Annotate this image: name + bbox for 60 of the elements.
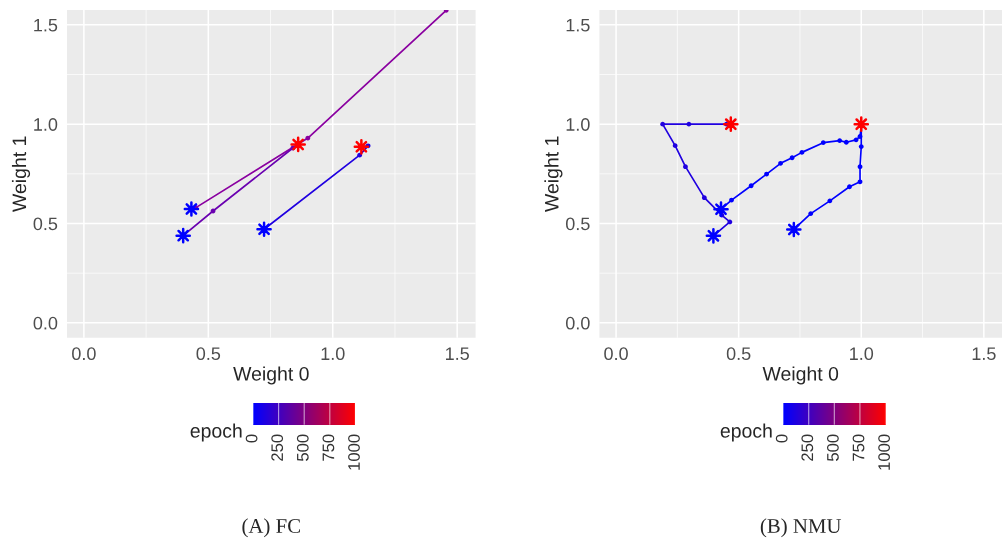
x-tick-label: 1.0 <box>321 347 345 361</box>
y-tick-label: 0.5 <box>565 217 590 231</box>
x-tick-label: 0.5 <box>196 347 221 361</box>
point <box>837 138 843 144</box>
point <box>672 143 678 149</box>
point <box>789 155 795 161</box>
x-tick-label: 1.5 <box>972 347 996 361</box>
color-bar-label: 500 <box>827 434 839 461</box>
point <box>722 116 739 133</box>
y-tick-label: 0.5 <box>33 217 58 231</box>
point <box>748 183 754 189</box>
y-tick-label: 0.0 <box>33 316 58 330</box>
y-tick-label: 1.0 <box>566 118 590 131</box>
point <box>843 139 849 145</box>
point <box>778 160 783 166</box>
y-tick-label: 1.5 <box>34 18 58 32</box>
color-bar-label: 1000 <box>878 434 890 470</box>
point <box>705 228 722 244</box>
x-tick-label: 0.0 <box>604 347 628 361</box>
point <box>820 140 826 146</box>
point <box>683 164 688 170</box>
y-tick-label: 0.0 <box>565 316 590 330</box>
color-bar-title: epoch <box>720 423 772 442</box>
x-axis-title: Weight 0 <box>233 366 309 385</box>
point <box>175 227 192 244</box>
color-bar-label: 250 <box>801 434 814 461</box>
point <box>701 195 707 201</box>
point <box>799 149 805 155</box>
x-tick-label: 0.0 <box>72 347 96 361</box>
color-bar-label: 250 <box>271 434 284 461</box>
point <box>290 136 306 153</box>
color-bar-label: 750 <box>852 434 865 461</box>
point <box>183 201 200 217</box>
x-tick-label: 1.0 <box>850 347 874 361</box>
point <box>847 184 852 190</box>
color-bar-label: 0 <box>245 434 258 443</box>
point <box>858 144 864 150</box>
y-axis-title: Weight 1 <box>11 136 31 212</box>
point <box>857 179 863 185</box>
y-axis-title: Weight 1 <box>544 136 563 212</box>
point <box>785 221 802 238</box>
color-bar-label: 1000 <box>348 434 360 470</box>
x-tick-label: 1.5 <box>446 347 469 361</box>
color-bar-label: 750 <box>322 434 335 461</box>
y-tick-label: 1.5 <box>566 18 590 32</box>
point <box>443 9 449 13</box>
color-bar-label: 500 <box>296 434 309 461</box>
x-axis-title: Weight 0 <box>762 366 839 385</box>
point <box>660 121 666 127</box>
point <box>353 138 370 155</box>
x-tick-label: 0.5 <box>726 347 751 361</box>
color-bar-label: 0 <box>775 434 788 443</box>
y-tick-label: 1.0 <box>34 118 58 131</box>
point <box>857 164 863 170</box>
point <box>853 116 870 133</box>
text: (B) NMU <box>760 518 842 538</box>
point <box>256 221 272 238</box>
point <box>808 211 814 216</box>
color-bar-title: epoch <box>190 423 242 442</box>
text: (A) FC <box>242 518 300 538</box>
